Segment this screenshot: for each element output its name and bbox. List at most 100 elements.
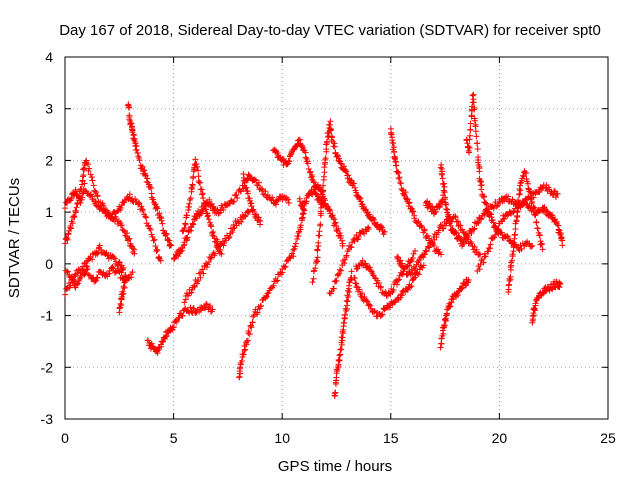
data-point (513, 218, 520, 225)
data-point (208, 254, 215, 261)
data-point (396, 174, 403, 181)
data-point (469, 92, 476, 99)
data-point (292, 243, 299, 250)
data-point (515, 199, 522, 206)
data-point (517, 180, 524, 187)
data-point (72, 208, 79, 215)
data-point (136, 157, 143, 164)
data-point (410, 250, 417, 257)
data-point (256, 305, 263, 312)
data-point (459, 284, 466, 291)
data-point (458, 285, 465, 292)
data-point (507, 273, 514, 280)
data-point (142, 172, 149, 179)
data-point (316, 184, 323, 191)
data-point (273, 148, 280, 155)
data-point (147, 226, 154, 233)
data-point (298, 143, 305, 150)
data-point (240, 175, 247, 182)
x-tick-label: 25 (600, 430, 616, 446)
data-point (154, 247, 161, 254)
data-point (83, 262, 90, 269)
data-point (395, 254, 402, 261)
data-point (366, 211, 373, 218)
data-point (528, 243, 535, 250)
data-point (315, 239, 322, 246)
data-point (118, 302, 125, 309)
data-point (138, 203, 145, 210)
data-point (439, 196, 446, 203)
data-point (107, 211, 114, 218)
data-point (282, 263, 289, 270)
data-point (406, 199, 413, 206)
x-tick-label: 15 (383, 430, 399, 446)
data-point (181, 225, 188, 232)
data-point (390, 287, 397, 294)
data-point (302, 149, 309, 156)
data-point (552, 194, 559, 201)
data-point (236, 373, 243, 380)
data-point (343, 297, 350, 304)
data-point (157, 257, 164, 264)
data-point (313, 257, 320, 264)
data-point (187, 195, 194, 202)
data-point (120, 227, 127, 234)
data-point (186, 200, 193, 207)
data-point (505, 193, 512, 200)
data-point (133, 146, 140, 153)
data-point (171, 256, 178, 263)
data-point (151, 236, 158, 243)
data-point (304, 160, 311, 167)
data-point (471, 104, 478, 111)
data-point (320, 187, 327, 194)
data-point (345, 172, 352, 179)
data-point (154, 205, 161, 212)
data-point (285, 157, 292, 164)
data-point (489, 216, 496, 223)
data-point (258, 302, 265, 309)
data-point (270, 282, 277, 289)
data-point (253, 211, 260, 218)
data-point (144, 175, 151, 182)
data-point (245, 328, 252, 335)
data-point (329, 212, 336, 219)
data-point (438, 170, 445, 177)
data-point (356, 286, 363, 293)
data-point (207, 255, 214, 262)
data-point (73, 204, 80, 211)
data-point (531, 305, 538, 312)
data-point (338, 267, 345, 274)
data-point (335, 225, 342, 232)
data-point (290, 246, 297, 253)
data-point (420, 262, 427, 269)
data-point (241, 179, 248, 186)
data-point (361, 294, 368, 301)
y-tick-label: 1 (45, 204, 53, 220)
data-point (254, 182, 261, 189)
data-point (289, 250, 296, 257)
data-point (398, 180, 405, 187)
data-point (132, 196, 139, 203)
data-point (351, 235, 358, 242)
data-point (356, 194, 363, 201)
data-point (376, 279, 383, 286)
data-point (467, 126, 474, 133)
data-point (72, 284, 79, 291)
data-point (475, 219, 482, 226)
data-point (474, 159, 481, 166)
data-point (435, 227, 442, 234)
data-point (200, 270, 207, 277)
x-tick-label: 10 (274, 430, 290, 446)
data-point (511, 231, 518, 238)
data-point (336, 229, 343, 236)
data-point (454, 234, 461, 241)
data-point (297, 222, 304, 229)
data-point (140, 207, 147, 214)
data-point (471, 225, 478, 232)
data-point (336, 352, 343, 359)
data-point (466, 149, 473, 156)
data-point (341, 256, 348, 263)
data-point (316, 228, 323, 235)
data-point (199, 191, 206, 198)
data-point (557, 280, 564, 287)
